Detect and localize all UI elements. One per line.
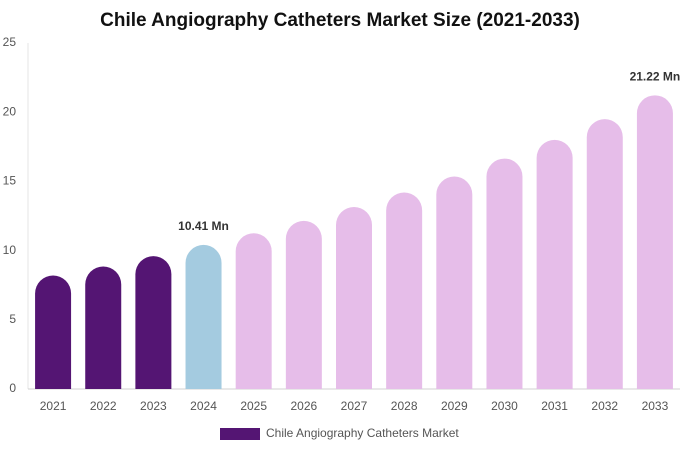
x-tick-label: 2024 bbox=[190, 399, 217, 413]
bar bbox=[586, 119, 623, 389]
x-tick-label: 2033 bbox=[642, 399, 669, 413]
x-tick-label: 2023 bbox=[140, 399, 167, 413]
y-tick-label: 5 bbox=[9, 312, 16, 326]
bar bbox=[636, 95, 673, 390]
bar bbox=[436, 176, 473, 389]
bar bbox=[135, 256, 172, 389]
x-tick-label: 2028 bbox=[391, 399, 418, 413]
bar bbox=[85, 266, 122, 389]
bar bbox=[35, 275, 72, 389]
x-tick-label: 2025 bbox=[240, 399, 267, 413]
x-tick-label: 2027 bbox=[341, 399, 368, 413]
x-tick-label: 2026 bbox=[290, 399, 317, 413]
y-tick-label: 25 bbox=[3, 35, 17, 49]
bar bbox=[336, 207, 372, 389]
bar bbox=[285, 220, 322, 389]
legend-swatch bbox=[220, 428, 260, 440]
bar bbox=[536, 139, 573, 389]
x-tick-label: 2029 bbox=[441, 399, 468, 413]
chart-title: Chile Angiography Catheters Market Size … bbox=[100, 10, 580, 31]
y-tick-label: 20 bbox=[3, 104, 17, 118]
y-tick-label: 10 bbox=[3, 243, 17, 257]
y-tick-label: 15 bbox=[3, 174, 17, 188]
legend-label: Chile Angiography Catheters Market bbox=[266, 426, 459, 440]
x-tick-label: 2021 bbox=[40, 399, 67, 413]
x-tick-label: 2030 bbox=[491, 399, 518, 413]
data-label: 21.22 Mn bbox=[630, 69, 680, 83]
bar bbox=[185, 244, 222, 389]
x-tick-label: 2032 bbox=[591, 399, 618, 413]
x-tick-label: 2022 bbox=[90, 399, 117, 413]
data-label: 10.41 Mn bbox=[178, 219, 229, 233]
bar bbox=[486, 158, 523, 389]
bar bbox=[235, 233, 272, 389]
y-tick-label: 0 bbox=[9, 381, 16, 395]
bar bbox=[386, 192, 423, 389]
x-tick-label: 2031 bbox=[541, 399, 568, 413]
